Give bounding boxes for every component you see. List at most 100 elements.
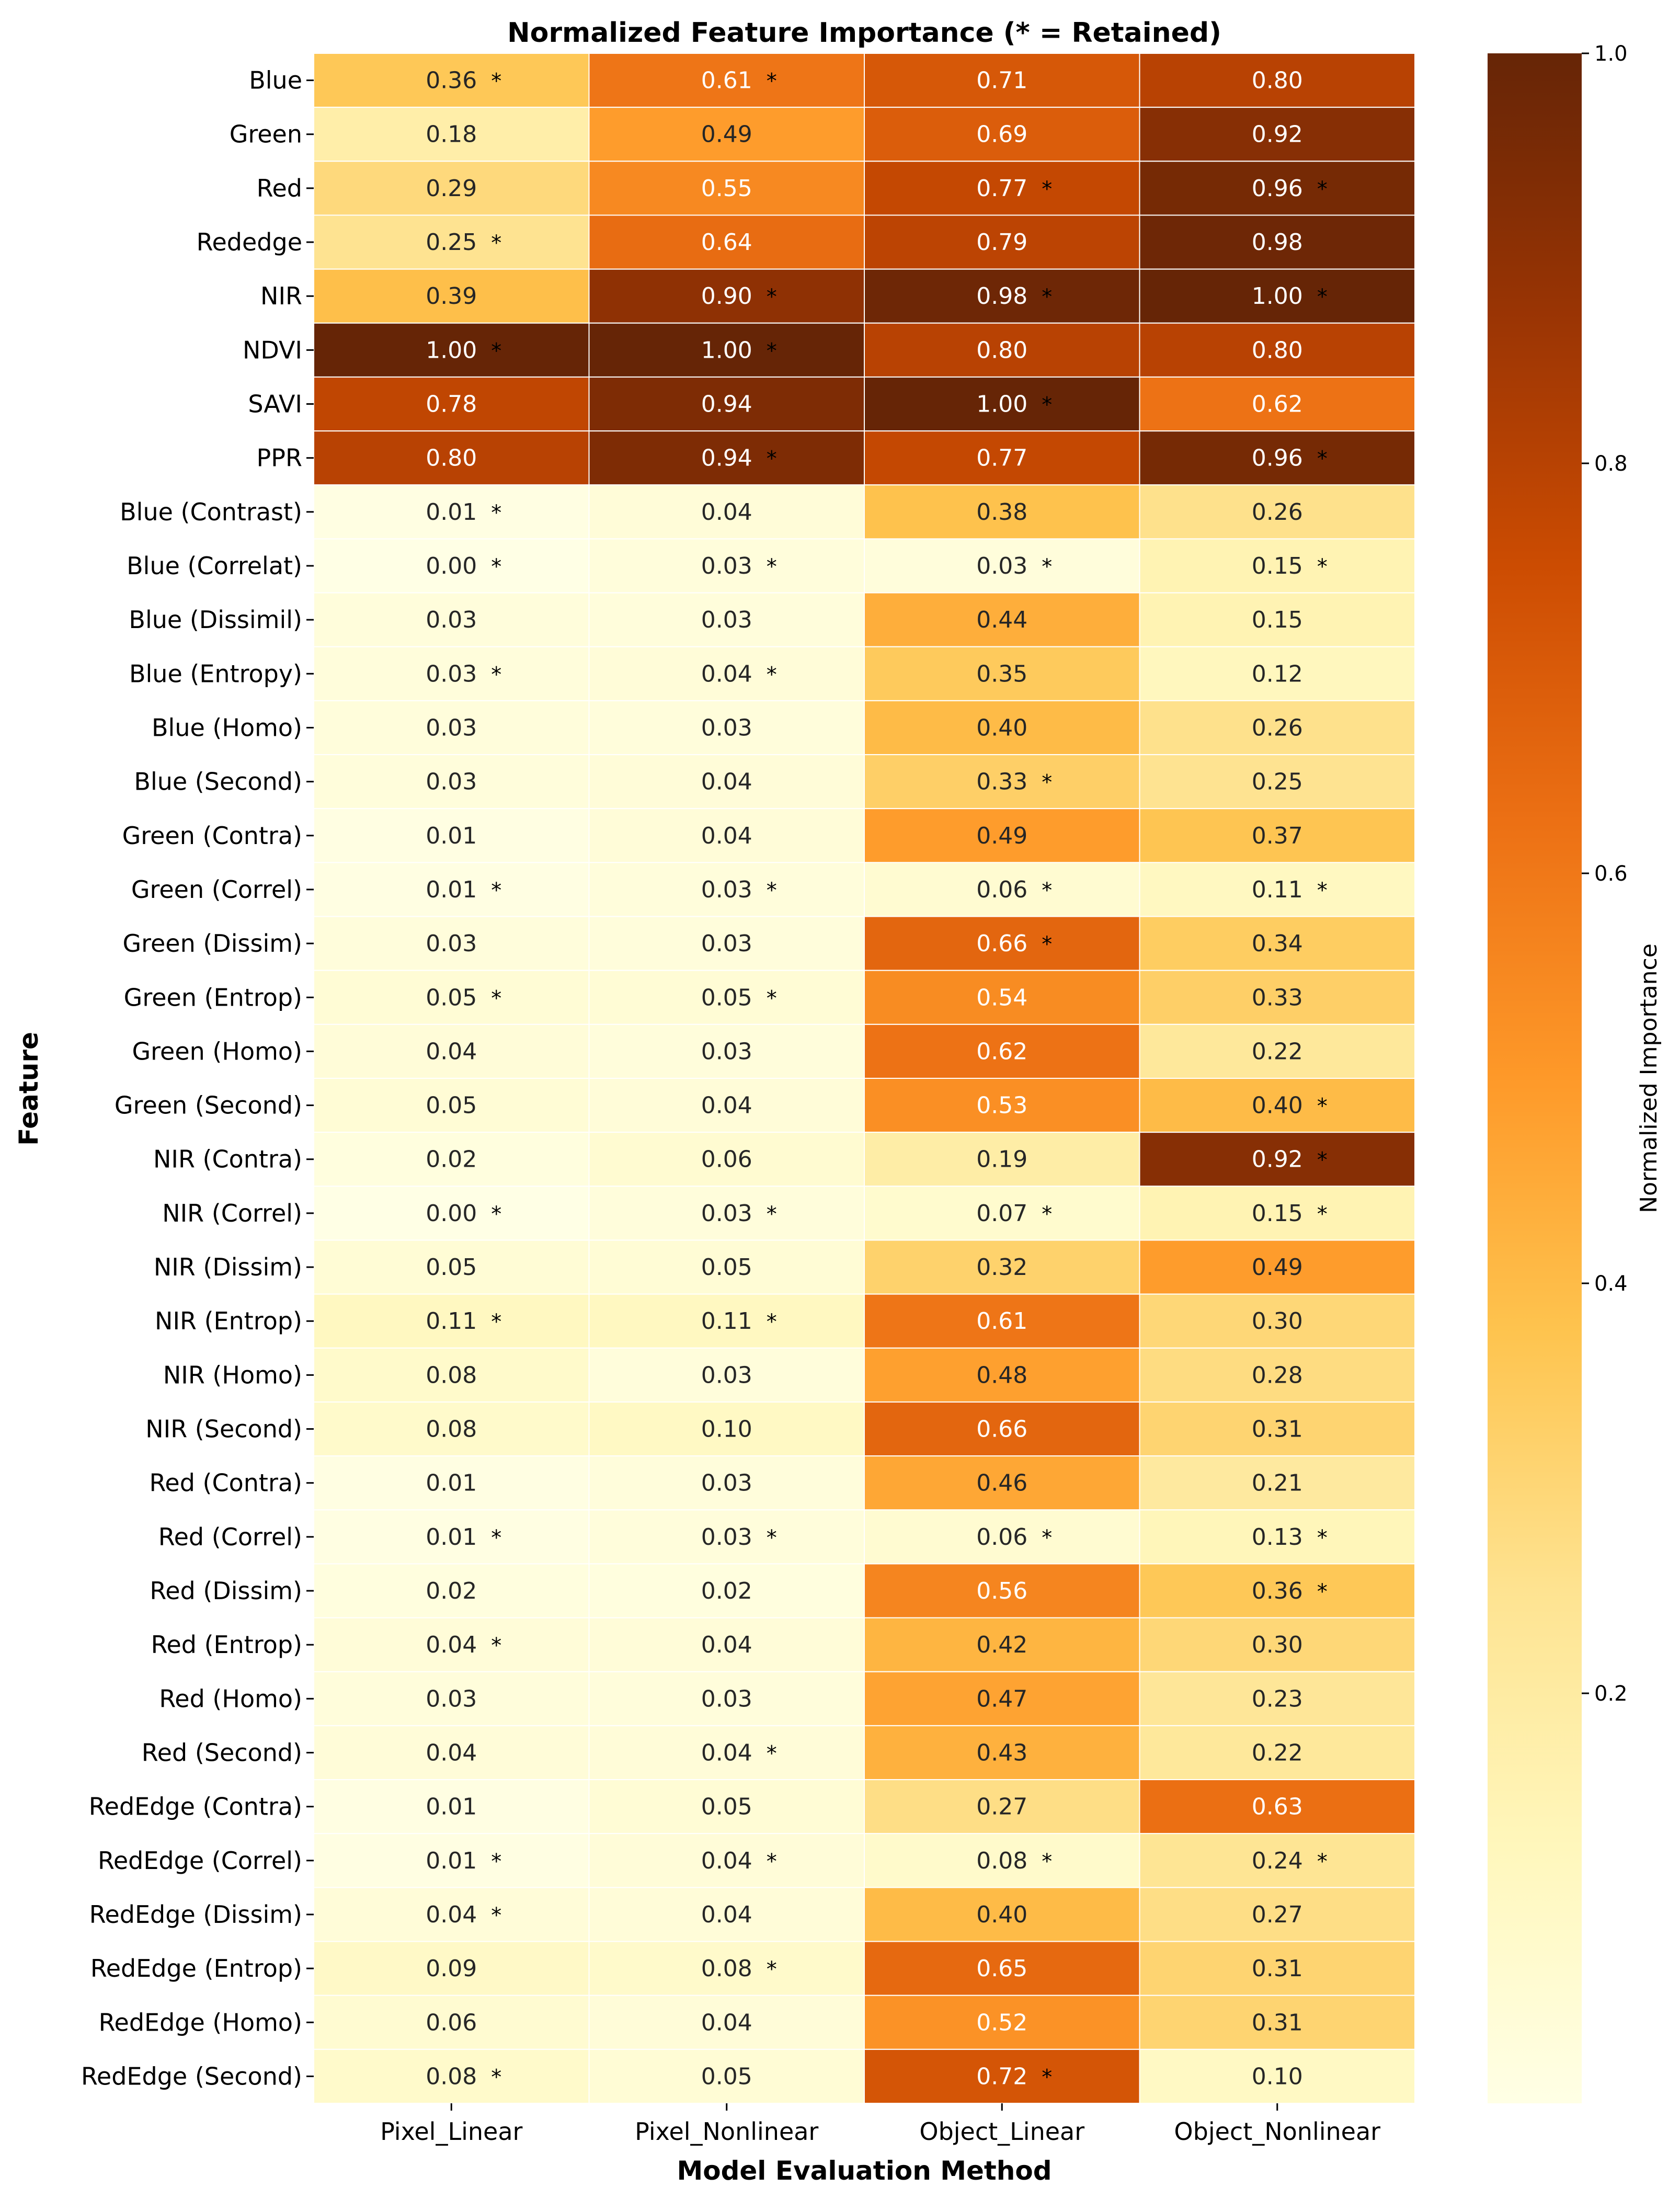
retained-marker: * bbox=[1042, 1202, 1052, 1226]
cell-value-label: 0.05 bbox=[701, 1794, 752, 1820]
cell-value-label: 0.13 bbox=[1252, 1524, 1303, 1551]
heatmap-cell bbox=[1139, 754, 1415, 810]
cell-value-label: 0.01 bbox=[426, 1794, 477, 1820]
cell-value-label: 0.01 bbox=[426, 1470, 477, 1497]
heatmap-cell bbox=[588, 1023, 865, 1079]
retained-marker: * bbox=[1317, 177, 1328, 201]
heatmap-cell bbox=[1139, 1293, 1415, 1349]
cell-value-label: 0.77 bbox=[976, 175, 1027, 202]
row-label: Blue (Dissimil) bbox=[129, 606, 302, 634]
chart-title: Normalized Feature Importance (* = Retai… bbox=[507, 17, 1221, 49]
heatmap-cell bbox=[588, 1779, 865, 1835]
cell-value-label: 0.06 bbox=[426, 2009, 477, 2036]
cell-value-label: 0.37 bbox=[1252, 823, 1303, 849]
cell-value-label: 0.15 bbox=[1252, 607, 1303, 633]
heatmap-cell bbox=[1139, 1617, 1415, 1672]
row-label: RedEdge (Contra) bbox=[89, 1793, 302, 1821]
cell-value-label: 0.01 bbox=[426, 1524, 477, 1551]
column-label: Object_Nonlinear bbox=[1174, 2117, 1380, 2146]
cell-value-label: 0.94 bbox=[701, 391, 752, 418]
cell-value-label: 0.02 bbox=[701, 1578, 752, 1604]
row-label: NIR (Second) bbox=[145, 1415, 302, 1443]
cell-value-label: 0.05 bbox=[701, 2063, 752, 2090]
heatmap-cell bbox=[1139, 1563, 1415, 1619]
heatmap-cell bbox=[588, 1941, 865, 1996]
cell-value-label: 0.01 bbox=[426, 823, 477, 849]
cell-value-label: 0.96 bbox=[1252, 445, 1303, 472]
retained-marker: * bbox=[491, 1634, 501, 1658]
colorbar-label: Normalized Importance bbox=[1636, 943, 1662, 1213]
heatmap-cell bbox=[864, 376, 1140, 432]
heatmap-cell bbox=[588, 1293, 865, 1349]
heatmap-cell bbox=[864, 430, 1140, 486]
row-label: RedEdge (Correl) bbox=[98, 1847, 302, 1875]
heatmap-cell bbox=[588, 1833, 865, 1888]
heatmap-cell bbox=[588, 1132, 865, 1187]
heatmap-cell bbox=[1139, 322, 1415, 378]
heatmap-cell bbox=[313, 107, 590, 162]
heatmap-cell bbox=[313, 1239, 590, 1295]
cell-value-label: 0.03 bbox=[701, 1200, 752, 1227]
column-label: Pixel_Nonlinear bbox=[635, 2117, 818, 2146]
cell-value-label: 0.04 bbox=[701, 823, 752, 849]
cell-value-label: 0.25 bbox=[1252, 769, 1303, 795]
cell-value-label: 0.04 bbox=[426, 1739, 477, 1766]
cell-value-label: 0.25 bbox=[426, 229, 477, 256]
cell-value-label: 0.77 bbox=[976, 445, 1027, 472]
row-label: Red (Correl) bbox=[158, 1523, 302, 1551]
heatmap-cell bbox=[864, 1132, 1140, 1187]
row-label: NIR (Contra) bbox=[153, 1145, 302, 1173]
cell-value-label: 0.30 bbox=[1252, 1632, 1303, 1658]
heatmap-cell bbox=[1139, 214, 1415, 270]
cell-value-label: 0.09 bbox=[426, 1955, 477, 1982]
cell-value-label: 0.26 bbox=[1252, 714, 1303, 741]
retained-marker: * bbox=[1317, 1580, 1328, 1604]
retained-marker: * bbox=[491, 1310, 501, 1334]
cell-value-label: 0.03 bbox=[426, 714, 477, 741]
heatmap-cell bbox=[313, 538, 590, 594]
heatmap-cell bbox=[588, 754, 865, 810]
cell-value-label: 0.03 bbox=[701, 1362, 752, 1388]
cell-value-label: 0.27 bbox=[1252, 1901, 1303, 1928]
cell-value-label: 0.96 bbox=[1252, 175, 1303, 202]
heatmap-cell bbox=[313, 1347, 590, 1403]
retained-marker: * bbox=[1042, 1850, 1052, 1874]
cell-value-label: 0.03 bbox=[701, 553, 752, 579]
heatmap-cell bbox=[864, 646, 1140, 701]
retained-marker: * bbox=[491, 2065, 501, 2089]
cell-value-label: 0.12 bbox=[1252, 660, 1303, 687]
heatmap-cell bbox=[864, 592, 1140, 647]
row-label: Red (Entrop) bbox=[151, 1631, 302, 1659]
cell-value-label: 0.03 bbox=[701, 1470, 752, 1497]
cell-value-label: 0.05 bbox=[701, 1254, 752, 1281]
cell-value-label: 0.11 bbox=[426, 1308, 477, 1335]
cell-value-label: 0.65 bbox=[976, 1955, 1027, 1982]
cell-value-label: 0.66 bbox=[976, 930, 1027, 957]
cell-value-label: 0.78 bbox=[426, 391, 477, 418]
row-label: Red bbox=[257, 174, 302, 202]
heatmap-cell bbox=[588, 592, 865, 647]
cell-value-label: 0.36 bbox=[426, 67, 477, 94]
heatmap-cell bbox=[1139, 700, 1415, 756]
cell-value-label: 0.26 bbox=[1252, 499, 1303, 526]
heatmap-cell bbox=[864, 484, 1140, 540]
cell-value-label: 0.03 bbox=[701, 714, 752, 741]
cell-value-label: 0.04 bbox=[701, 499, 752, 526]
cell-value-label: 0.08 bbox=[426, 2063, 477, 2090]
colorbar-tick-label: 0.6 bbox=[1594, 862, 1628, 886]
cell-value-label: 0.40 bbox=[976, 714, 1027, 741]
retained-marker: * bbox=[491, 879, 501, 903]
heatmap-cell bbox=[588, 1617, 865, 1672]
cell-value-label: 0.04 bbox=[701, 2009, 752, 2036]
cell-value-label: 0.04 bbox=[701, 1848, 752, 1874]
colorbar-tick-label: 1.0 bbox=[1594, 42, 1628, 66]
heatmap-cell bbox=[864, 1509, 1140, 1565]
heatmap-cell bbox=[864, 322, 1140, 378]
retained-marker: * bbox=[767, 1310, 777, 1334]
heatmap-cell bbox=[864, 1239, 1140, 1295]
cell-value-label: 0.11 bbox=[701, 1308, 752, 1335]
cell-value-label: 0.90 bbox=[701, 283, 752, 310]
retained-marker: * bbox=[767, 285, 777, 309]
heatmap-cell bbox=[1139, 1887, 1415, 1942]
row-label: Blue (Contrast) bbox=[120, 498, 302, 526]
